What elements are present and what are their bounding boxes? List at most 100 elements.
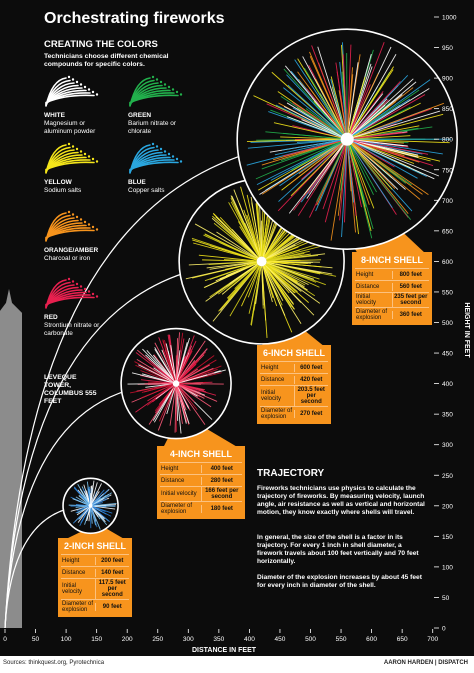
- burst-rays: [127, 332, 226, 434]
- ray: [157, 386, 176, 431]
- icon-spark: [75, 215, 79, 219]
- ray: [152, 354, 175, 382]
- ray: [265, 263, 293, 285]
- ray: [240, 186, 261, 257]
- ray: [353, 140, 419, 158]
- ray: [353, 139, 429, 155]
- icon-spark: [71, 213, 75, 216]
- ray: [265, 244, 296, 260]
- row-value: 90 feet: [94, 603, 130, 611]
- icon-spark: [95, 160, 99, 163]
- ray: [348, 145, 370, 205]
- ray: [349, 73, 379, 134]
- ray: [350, 66, 394, 134]
- ray: [306, 144, 344, 199]
- ray: [348, 145, 362, 208]
- ray: [352, 98, 411, 137]
- ray: [353, 139, 408, 147]
- y-tick-label: 900: [442, 76, 453, 83]
- ray: [266, 241, 324, 261]
- section-heading: CREATING THE COLORS: [44, 39, 158, 50]
- icon-spark: [71, 280, 75, 283]
- shell-row: Distance 140 feet: [61, 566, 129, 578]
- ray: [204, 233, 258, 260]
- ray: [348, 145, 374, 230]
- x-tick-label: 600: [366, 636, 377, 643]
- icon-spark: [71, 78, 75, 81]
- shell-panel: 8-INCH SHELL Height 800 feet Distance 560 fe…: [352, 252, 432, 325]
- ray: [264, 265, 294, 305]
- y-axis-label: HEIGHT IN FEET: [463, 302, 470, 358]
- icon-spark: [175, 90, 179, 94]
- color-name: GREEN: [128, 112, 152, 119]
- ray: [206, 261, 257, 269]
- ray: [135, 385, 174, 413]
- icon-spark: [75, 147, 79, 151]
- shell-title: 8-INCH SHELL: [360, 255, 423, 265]
- ray: [179, 384, 201, 393]
- tower-label: LEVEQUE TOWER, COLUMBUS 555 FEET: [44, 374, 97, 406]
- ray: [153, 367, 174, 383]
- row-label: Distance: [356, 283, 380, 290]
- ray: [228, 202, 260, 258]
- ray: [256, 141, 342, 186]
- ray: [92, 502, 103, 506]
- row-value: 400 feet: [200, 464, 243, 473]
- x-tick-label: 400: [244, 636, 255, 643]
- row-value: 560 feet: [391, 282, 430, 291]
- burst: [236, 28, 458, 250]
- ray: [349, 144, 374, 195]
- ray: [339, 61, 347, 133]
- ray: [353, 140, 434, 167]
- ray: [223, 259, 257, 262]
- ray: [177, 386, 206, 425]
- icon-spark: [175, 157, 179, 161]
- row-label: Initial velocity: [62, 583, 83, 595]
- icon-spark: [155, 78, 159, 81]
- ray: [349, 145, 375, 209]
- ray: [154, 385, 175, 412]
- y-tick-label: 550: [442, 289, 453, 296]
- ray: [92, 505, 116, 510]
- x-tick-label: 550: [336, 636, 347, 643]
- y-tick-label: 350: [442, 412, 453, 419]
- shell-row: Diameter of explosion 360 feet: [355, 307, 429, 322]
- shell-row: Distance 420 feet: [260, 373, 328, 385]
- ray: [140, 379, 173, 384]
- ray: [341, 145, 348, 238]
- ray: [90, 482, 98, 505]
- ray: [353, 138, 450, 144]
- ray: [163, 353, 176, 381]
- ray: [265, 263, 309, 286]
- y-tick-label: 400: [442, 381, 453, 388]
- ray: [91, 498, 108, 506]
- ray: [72, 498, 90, 506]
- ray: [261, 140, 341, 166]
- ray: [301, 143, 343, 180]
- ray: [223, 264, 259, 308]
- burst-rays: [246, 42, 452, 241]
- trajectory-text: In general, the size of the shell is a f…: [257, 534, 419, 565]
- x-tick-label: 450: [275, 636, 286, 643]
- ray: [349, 84, 371, 134]
- ray: [351, 143, 396, 189]
- row-label: Distance: [62, 569, 86, 576]
- ray: [153, 386, 175, 423]
- icon-spark: [79, 285, 83, 288]
- y-tick-label: 950: [442, 45, 453, 52]
- ray: [344, 145, 348, 223]
- ray: [213, 222, 259, 259]
- y-tick-label: 0: [442, 626, 446, 633]
- burst: [120, 327, 232, 440]
- ray: [83, 484, 91, 505]
- ray: [264, 264, 296, 294]
- row-value: 360 feet: [391, 311, 430, 319]
- row-value: 800 feet: [391, 270, 430, 279]
- ray: [265, 264, 309, 303]
- ray: [351, 104, 386, 136]
- ray: [158, 386, 176, 422]
- icon-spark: [91, 157, 95, 161]
- ray: [176, 349, 192, 381]
